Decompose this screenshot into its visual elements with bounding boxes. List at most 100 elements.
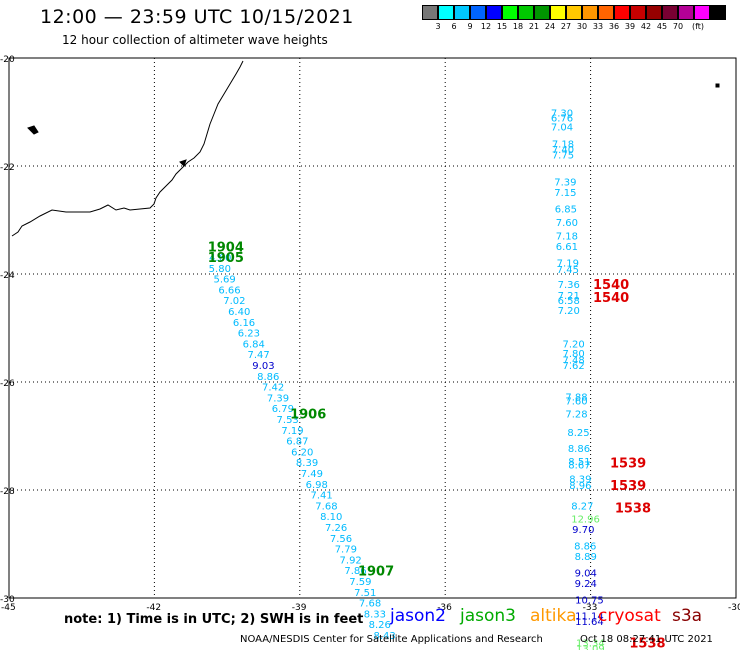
colorbar-label: 15 <box>496 22 508 31</box>
colorbar-label: 39 <box>624 22 636 31</box>
wave-height-label: 7.45 <box>557 265 579 276</box>
wave-height-label: 7.68 <box>359 599 381 610</box>
colorbar-swatch <box>534 5 550 20</box>
wave-height-label: 9.24 <box>575 579 597 590</box>
colorbar-label: 36 <box>608 22 620 31</box>
wave-height-label: 8.67 <box>568 460 590 471</box>
wave-height-label: 13.09 <box>576 644 605 650</box>
colorbar-swatch <box>630 5 646 20</box>
lat-tick-label: -20 <box>0 55 15 65</box>
colorbar-label: 33 <box>592 22 604 31</box>
wave-height-label: 6.98 <box>306 480 328 491</box>
time-label: 1907 <box>358 564 394 579</box>
wave-height-label: 6.16 <box>233 318 255 329</box>
wave-height-label: 6.58 <box>558 296 580 307</box>
wave-height-label: 7.68 <box>315 501 337 512</box>
coastline-islands <box>27 83 720 167</box>
lon-tick-label: -36 <box>437 603 452 613</box>
wave-height-label: 7.75 <box>552 150 574 161</box>
note-text: note: 1) Time is in UTC; 2) SWH is in fe… <box>64 612 364 627</box>
lat-tick-label: -30 <box>0 595 15 605</box>
wave-height-label: 7.18 <box>552 140 574 151</box>
wave-height-label: 6.87 <box>286 437 308 448</box>
lon-tick-label: -39 <box>292 603 307 613</box>
wave-height-label: 7.51 <box>354 588 376 599</box>
wave-height-label: 7.19 <box>557 258 579 269</box>
colorbar-swatch <box>614 5 630 20</box>
colorbar-label: 6 <box>451 22 457 31</box>
wave-height-label: 7.88 <box>565 392 587 403</box>
colorbar-swatch <box>518 5 534 20</box>
wave-height-label: 5.80 <box>209 264 231 275</box>
lon-tick-label: -30 <box>728 603 740 613</box>
wave-height-label: 7.39 <box>554 177 576 188</box>
wave-height-label: 9.04 <box>575 568 597 579</box>
colorbar-swatch <box>486 5 502 20</box>
wave-height-label: 8.39 <box>569 474 591 485</box>
wave-height-label: 8.33 <box>364 609 386 620</box>
lon-tick-label: -33 <box>583 603 598 613</box>
credit-text: NOAA/NESDIS Center for Satellite Applica… <box>240 634 543 645</box>
wave-height-label: 6.61 <box>556 242 578 253</box>
graticule <box>9 58 736 598</box>
wave-height-label: 11.14 <box>575 612 604 623</box>
colorbar-swatch <box>662 5 678 20</box>
wave-height-label: 6.79 <box>272 404 294 415</box>
wave-height-label: 7.92 <box>340 555 362 566</box>
wave-height-label: 9.03 <box>252 361 274 372</box>
colorbar-swatch <box>438 5 454 20</box>
colorbar-swatch <box>422 5 438 20</box>
wave-height-label: 8.96 <box>569 481 591 492</box>
wave-height-labels: 4.605.805.696.667.026.406.166.236.847.47… <box>209 108 605 650</box>
wave-height-label: 7.36 <box>558 280 580 291</box>
colorbar-swatch <box>646 5 662 20</box>
time-label: 1538 <box>629 637 665 650</box>
wave-height-label: 7.04 <box>551 122 573 133</box>
wave-height-label: 7.80 <box>562 349 584 360</box>
wave-height-label: 7.59 <box>349 577 371 588</box>
wave-height-label: 8.86 <box>257 372 279 383</box>
plot-frame <box>8 57 737 599</box>
colorbar-label: 70 <box>672 22 684 31</box>
wave-height-label: 6.66 <box>218 285 240 296</box>
colorbar-label: 45 <box>656 22 668 31</box>
colorbar-swatch <box>566 5 582 20</box>
wave-height-label: 7.60 <box>556 218 578 229</box>
colorbar-label: 27 <box>560 22 572 31</box>
wave-height-label: 7.86 <box>344 566 366 577</box>
satellite-legend-item: jason3 <box>460 606 516 626</box>
wave-height-label: 7.41 <box>310 491 332 502</box>
time-label: 1906 <box>290 408 326 423</box>
satellite-legend-item: altika <box>530 606 577 626</box>
wave-height-label: 7.40 <box>552 145 574 156</box>
colorbar-swatch <box>582 5 598 20</box>
colorbar-swatch <box>598 5 614 20</box>
wave-height-label: 12.96 <box>571 514 600 525</box>
time-label: 1538 <box>615 502 651 517</box>
wave-height-label: 8.51 <box>568 457 590 468</box>
wave-height-label: 7.02 <box>223 296 245 307</box>
wave-height-label: 7.30 <box>551 108 573 119</box>
time-label: 1540 <box>593 291 629 306</box>
wave-height-label: 13.34 <box>576 639 605 650</box>
colorbar-swatch <box>710 5 726 20</box>
wave-height-label: 7.26 <box>325 523 347 534</box>
wave-height-label: 7.60 <box>565 397 587 408</box>
wave-height-label: 7.20 <box>562 339 584 350</box>
colorbar-label: 3 <box>435 22 441 31</box>
time-label: 1905 <box>208 251 244 266</box>
time-label: 1539 <box>610 456 646 471</box>
lat-tick-label: -22 <box>0 163 15 173</box>
colorbar-label: 21 <box>528 22 540 31</box>
wave-height-label: 7.79 <box>335 545 357 556</box>
wave-height-label: 7.48 <box>562 356 584 367</box>
coastline <box>11 60 244 237</box>
wave-height-label: 6.76 <box>551 114 573 125</box>
time-label: 1540 <box>593 278 629 293</box>
wave-height-label: 7.20 <box>558 306 580 317</box>
wave-height-label: 7.42 <box>262 383 284 394</box>
colorbar-label: 30 <box>576 22 588 31</box>
wave-height-label: 4.60 <box>209 253 231 264</box>
